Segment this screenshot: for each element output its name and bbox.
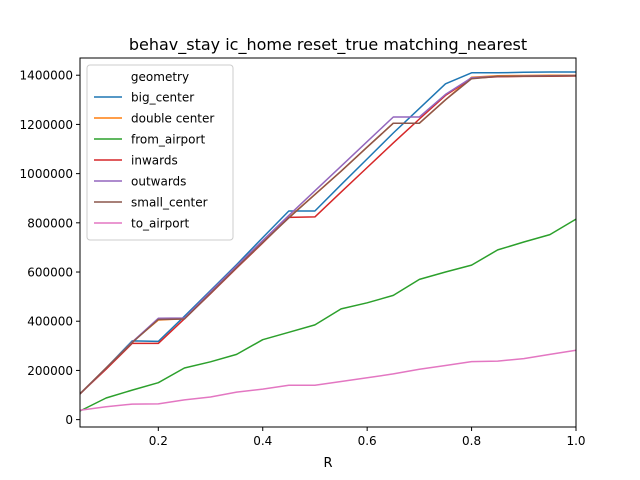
y-tick-label: 600000: [27, 266, 73, 280]
legend-item-label: to_airport: [131, 217, 190, 231]
y-tick-label: 200000: [27, 364, 73, 378]
y-tick-label: 1000000: [20, 167, 73, 181]
y-axis: 0 200000 400000 600000 800000 1000000 1200000 1…: [20, 69, 80, 427]
y-tick-label: 800000: [27, 216, 73, 230]
legend-box: [86, 64, 234, 241]
y-tick-label: 1400000: [20, 69, 73, 83]
legend-item-label: outwards: [131, 175, 186, 189]
x-tick-label: 0.6: [358, 434, 377, 448]
legend-item-label: from_airport: [131, 133, 205, 147]
x-tick-label: 0.4: [253, 434, 272, 448]
x-tick-label: 0.2: [149, 434, 168, 448]
legend-item-label: small_center: [131, 196, 208, 210]
x-tick-label: 0.8: [462, 434, 481, 448]
chart-title: behav_stay ic_home reset_true matching_n…: [129, 35, 527, 55]
y-tick-label: 400000: [27, 315, 73, 329]
x-axis-label: R: [323, 456, 332, 471]
plot-frame: [79, 57, 577, 428]
legend-title: geometry: [131, 70, 189, 84]
legend-item-label: inwards: [131, 154, 178, 168]
series-line-small-center: [79, 74, 577, 395]
legend-item-label: double center: [131, 112, 214, 126]
y-tick-label: 0: [65, 413, 73, 427]
legend-item-label: big_center: [131, 91, 194, 105]
x-tick-label: 1.0: [566, 434, 585, 448]
y-tick-label: 1200000: [20, 118, 73, 132]
series-lines: [79, 71, 577, 412]
series-line-big-center: [79, 71, 576, 395]
series-line-from-airport: [79, 218, 577, 412]
x-axis: 0.2 0.4 0.6 0.8 1.0: [149, 427, 586, 448]
series-line-to-airport: [79, 349, 577, 412]
